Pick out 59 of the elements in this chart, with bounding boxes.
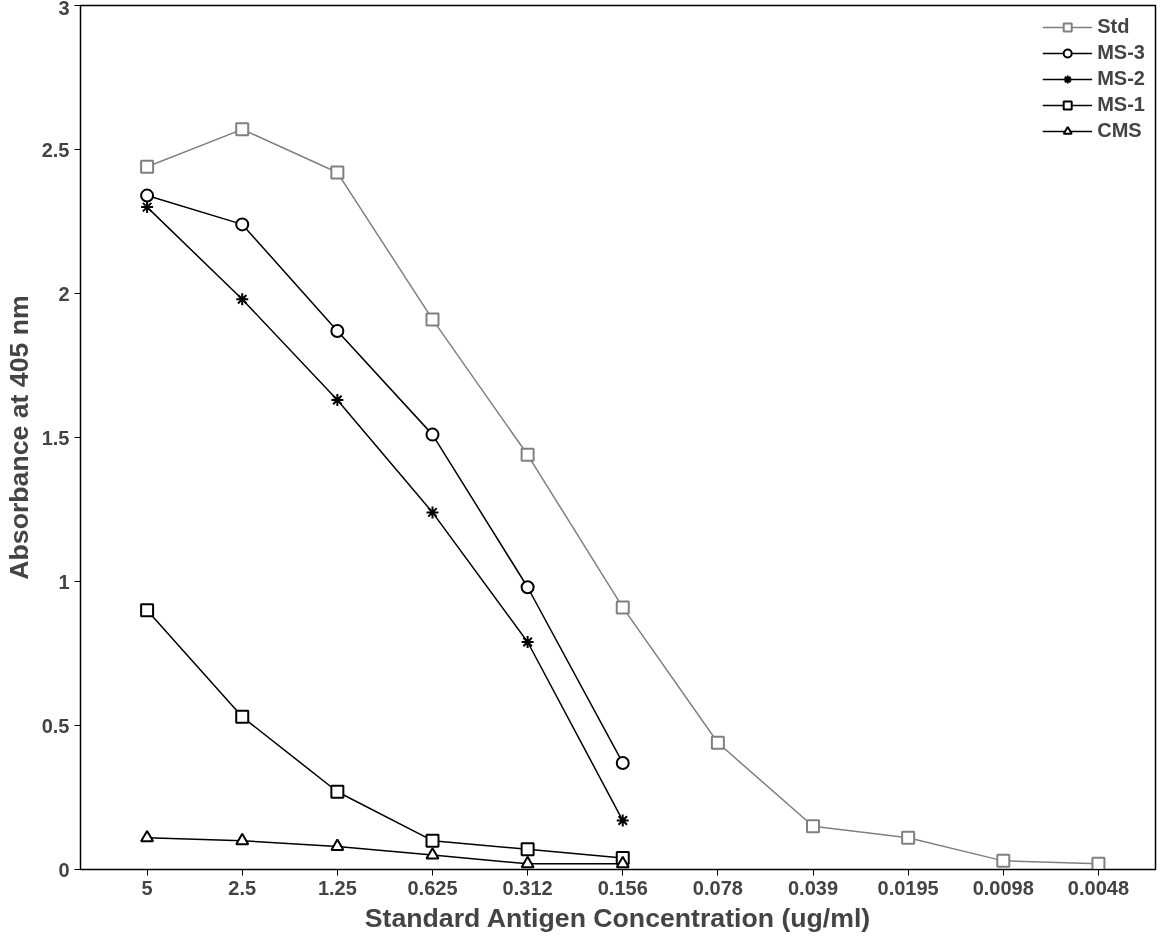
- point: [615, 855, 630, 869]
- x-tick-label: 5: [141, 876, 153, 899]
- x-tick-label: 2.5: [228, 876, 257, 899]
- point: [520, 634, 535, 649]
- y-tick-label: 0.5: [41, 714, 70, 737]
- x-tick-label: 0.0048: [1067, 876, 1130, 899]
- point: [425, 427, 440, 442]
- x-tick-label: 0.078: [692, 876, 743, 899]
- point: [140, 200, 155, 215]
- point: [520, 580, 535, 595]
- point: [140, 188, 155, 203]
- legend-label: MS-2: [1097, 67, 1145, 90]
- point: [425, 833, 440, 848]
- x-tick-label: 0.625: [407, 876, 458, 899]
- point: [235, 217, 250, 232]
- x-tick-label: 0.156: [597, 876, 648, 899]
- x-tick-label: 0.312: [502, 876, 553, 899]
- x-tick-label: 1.25: [317, 876, 357, 899]
- point: [140, 159, 155, 174]
- y-tick-label: 2: [58, 282, 70, 305]
- point: [996, 853, 1011, 868]
- point: [330, 323, 345, 338]
- point: [806, 819, 821, 834]
- y-tick-label: 2.5: [41, 138, 70, 161]
- point: [235, 292, 250, 307]
- point: [140, 603, 155, 618]
- point: [235, 709, 250, 724]
- point: [901, 830, 916, 845]
- point: [520, 447, 535, 462]
- y-axis-title: Absorbance at 405 nm: [3, 295, 34, 580]
- x-tick-label: 0.039: [788, 876, 839, 899]
- y-tick-label: 1.5: [41, 426, 70, 449]
- point: [235, 832, 250, 846]
- point: [1091, 856, 1106, 870]
- point: [140, 829, 155, 843]
- legend-label: MS-3: [1097, 41, 1145, 64]
- legend-label: Std: [1097, 15, 1130, 38]
- point: [425, 312, 440, 327]
- x-tick-label: 0.0098: [972, 876, 1034, 899]
- point: [330, 784, 345, 799]
- point: [330, 838, 345, 851]
- point: [710, 735, 725, 750]
- y-tick-label: 1: [58, 570, 70, 593]
- point: [235, 122, 250, 137]
- legend-label: MS-1: [1097, 93, 1145, 116]
- y-tick-label: 0: [58, 858, 70, 881]
- point: [520, 855, 535, 869]
- point: [425, 505, 440, 520]
- point: [615, 600, 630, 615]
- point: [330, 165, 345, 180]
- point: [615, 813, 630, 828]
- legend-label: CMS: [1097, 119, 1142, 142]
- point: [615, 755, 630, 770]
- point: [425, 847, 440, 860]
- x-tick-label: 0.0195: [877, 876, 939, 899]
- point: [330, 393, 345, 408]
- point: [520, 842, 535, 857]
- y-tick-label: 3: [58, 0, 70, 19]
- x-axis-title: Standard Antigen Concentration (ug/ml): [364, 902, 871, 933]
